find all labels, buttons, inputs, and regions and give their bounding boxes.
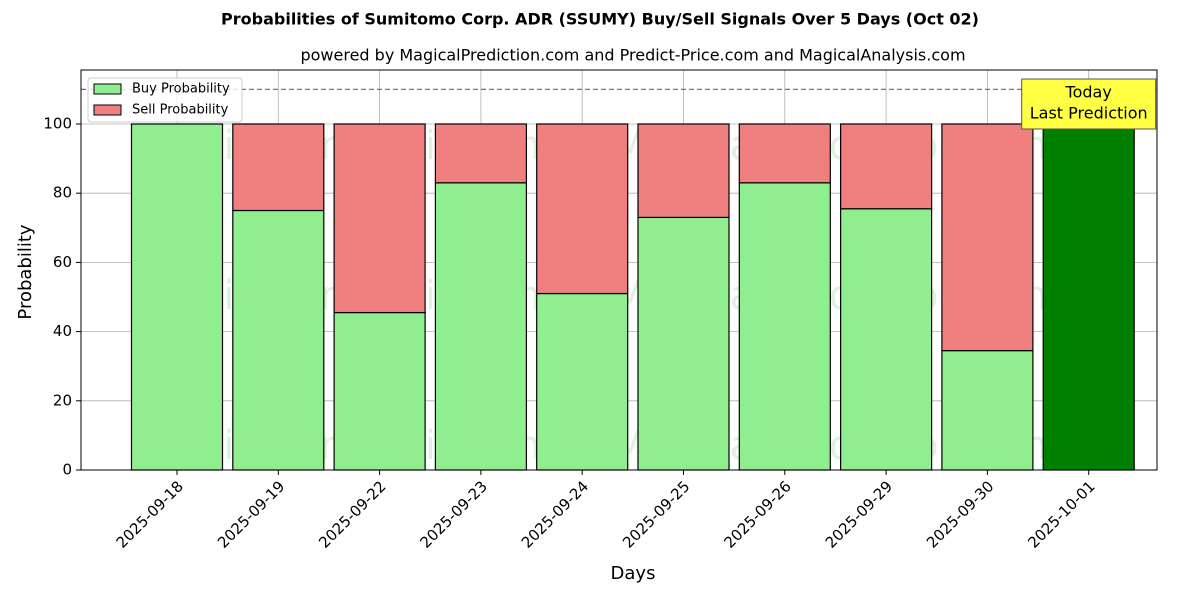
bar-segment	[232, 123, 325, 212]
legend-swatch	[93, 83, 122, 95]
y-tick-label: 0	[62, 461, 72, 479]
bar-segment	[333, 123, 426, 314]
legend-swatch	[93, 104, 122, 116]
x-tick-label: 2025-10-01	[1024, 477, 1098, 551]
bar-segment	[941, 123, 1034, 352]
x-tick-label: 2025-09-26	[720, 477, 794, 551]
y-tick-label: 100	[43, 114, 72, 132]
bar-segment	[941, 350, 1034, 471]
x-tick-label: 2025-09-30	[923, 477, 997, 551]
legend-label: Buy Probability	[132, 82, 230, 97]
x-tick-label: 2025-09-19	[214, 477, 288, 551]
chart-title: Probabilities of Sumitomo Corp. ADR (SSU…	[221, 10, 979, 29]
y-tick-label: 20	[53, 391, 72, 409]
bar-segment	[738, 182, 831, 471]
bar-segment	[839, 208, 933, 471]
x-tick-label: 2025-09-18	[113, 477, 187, 551]
x-axis-label: Days	[611, 563, 656, 584]
legend-label: Sell Probability	[132, 103, 229, 118]
x-tick-label: 2025-09-29	[822, 477, 896, 551]
y-tick-label: 60	[53, 253, 72, 271]
bar-segment	[1042, 123, 1135, 471]
bar-segment	[232, 209, 325, 471]
x-tick-label: 2025-09-22	[315, 477, 389, 551]
bar-segment	[637, 216, 730, 471]
annotation-box	[1021, 78, 1157, 130]
annotation-text: Today	[1065, 83, 1112, 102]
y-tick-label: 80	[53, 184, 72, 202]
bar-segment	[536, 123, 629, 295]
x-tick-label: 2025-09-24	[518, 477, 592, 551]
x-tick-label: 2025-09-23	[417, 477, 491, 551]
plot-frame	[80, 69, 1158, 471]
bar-segment	[434, 182, 527, 471]
bar-segment	[839, 123, 933, 210]
bar-segment	[434, 123, 527, 184]
legend-box	[87, 77, 243, 123]
bar-segment	[130, 123, 224, 471]
bar-segment	[738, 123, 831, 184]
y-tick-label: 40	[53, 322, 72, 340]
bar-segment	[536, 292, 629, 471]
bar-segment	[333, 311, 426, 471]
y-axis-label: Probability	[15, 224, 36, 319]
chart-subtitle: powered by MagicalPrediction.com and Pre…	[300, 46, 965, 65]
annotation-text: Last Prediction	[1030, 104, 1148, 123]
bar-segment	[637, 123, 730, 219]
x-tick-label: 2025-09-25	[619, 477, 693, 551]
